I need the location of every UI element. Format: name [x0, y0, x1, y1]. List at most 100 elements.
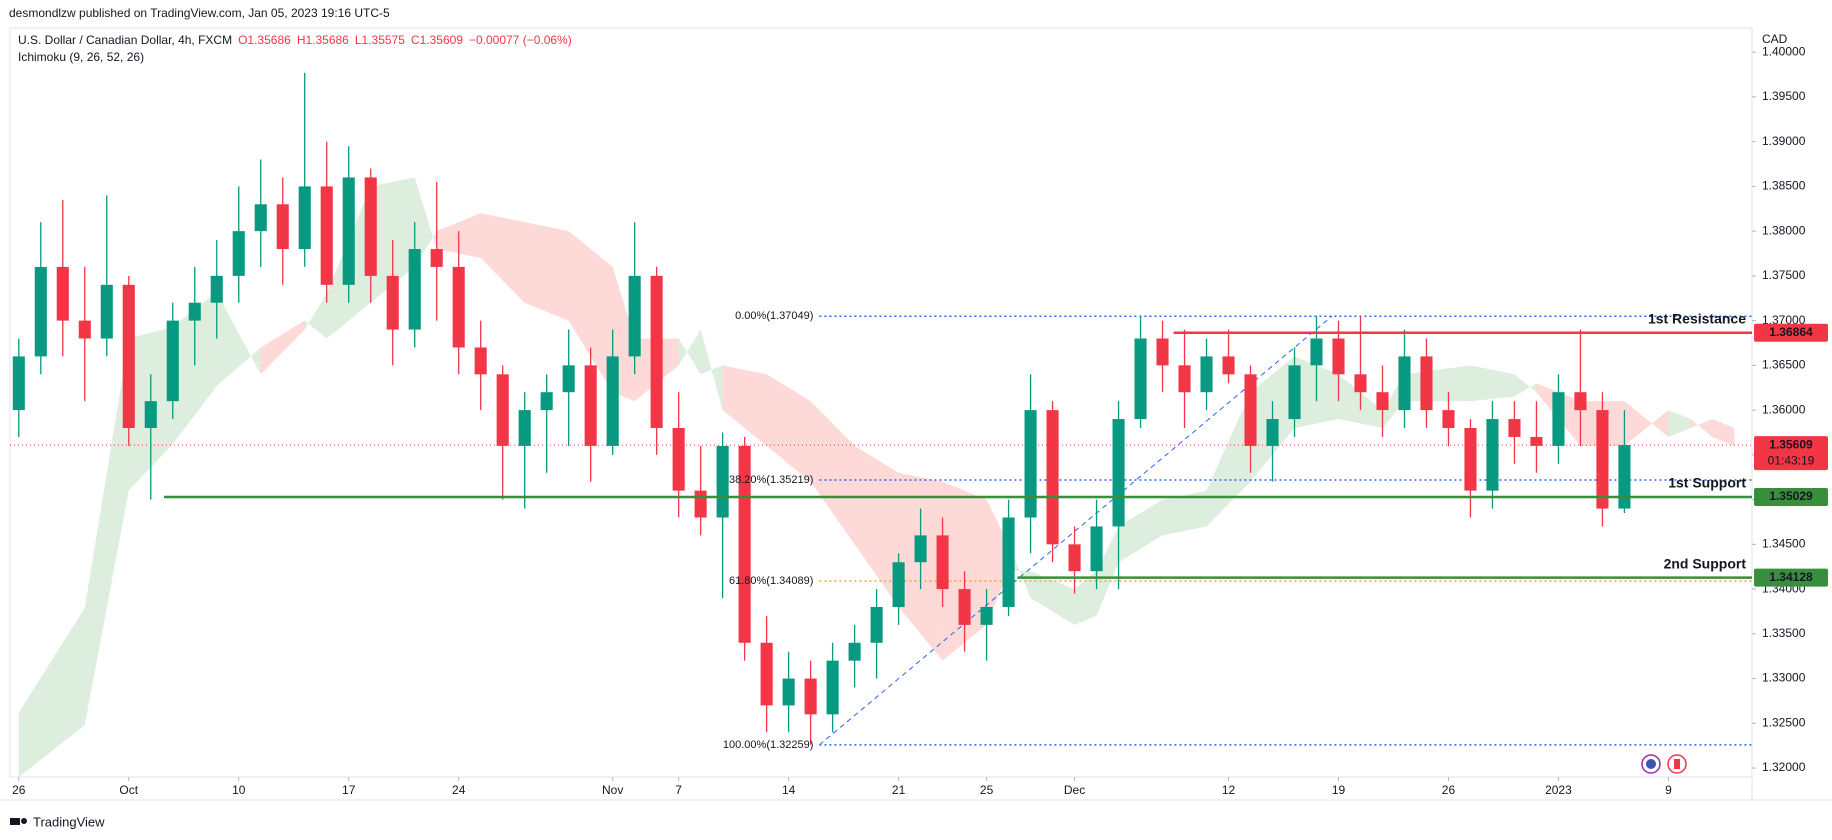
fib-label: 100.00%(1.32259) — [723, 739, 814, 751]
candle-body — [1618, 445, 1631, 509]
candle-body — [804, 678, 817, 715]
y-tick-label: 1.33000 — [1762, 671, 1806, 685]
ichimoku-cloud — [370, 177, 415, 303]
candle-body — [1266, 419, 1279, 446]
level-tag — [1754, 487, 1828, 506]
candle-body — [232, 231, 245, 276]
ohlc-value: −0.00077 (−0.06%) — [469, 33, 572, 47]
x-tick-label: 21 — [892, 783, 906, 797]
ichimoku-cloud — [986, 499, 1009, 625]
ichimoku-cloud — [1624, 401, 1669, 446]
x-tick-label: 9 — [1665, 783, 1672, 797]
candle-body — [1530, 436, 1543, 446]
candle-body — [914, 535, 927, 563]
x-tick-label: 2023 — [1545, 783, 1572, 797]
x-tick-label: 7 — [675, 783, 682, 797]
candle-body — [496, 374, 509, 446]
fib-label: 61.80%(1.34089) — [729, 575, 813, 587]
candle-body — [1354, 374, 1367, 393]
candle-body — [980, 606, 993, 625]
level-name: 1st Resistance — [1648, 310, 1746, 326]
ohlc-value: L1.35575 — [355, 33, 405, 47]
y-tick-label: 1.37000 — [1762, 313, 1806, 327]
x-tick-label: 14 — [782, 783, 796, 797]
candle-body — [100, 284, 113, 339]
candle-body — [1200, 356, 1213, 393]
ichimoku-cloud — [480, 213, 525, 303]
candle-body — [408, 249, 421, 330]
ichimoku-cloud — [1162, 490, 1207, 536]
candle-body — [1574, 392, 1587, 411]
candle-body — [1090, 526, 1103, 572]
candle-body — [188, 302, 201, 321]
candle-body — [1464, 428, 1477, 491]
y-tick-label: 1.34500 — [1762, 537, 1806, 551]
candle-body — [34, 266, 47, 357]
candle-body — [958, 589, 971, 625]
y-tick-label: 1.38000 — [1762, 223, 1806, 237]
candle-body — [672, 428, 685, 491]
y-tick-label: 1.39500 — [1762, 89, 1806, 103]
candle-body — [386, 275, 399, 330]
x-tick-label: 25 — [980, 783, 994, 797]
ichimoku-cloud — [172, 291, 217, 445]
ichimoku-cloud — [18, 607, 85, 777]
candle-body — [1332, 338, 1345, 375]
plot — [10, 72, 1752, 777]
ichimoku-cloud — [1470, 365, 1515, 402]
candle-body — [56, 266, 69, 321]
x-tick-label: 17 — [342, 783, 356, 797]
level-tag-label: 1.34128 — [1769, 570, 1813, 584]
candle-body — [540, 392, 553, 411]
candle-body — [122, 284, 135, 429]
y-tick-label: 1.37500 — [1762, 268, 1806, 282]
ichimoku-cloud — [260, 320, 305, 375]
candle-body — [452, 266, 465, 348]
level-name: 1st Support — [1668, 475, 1746, 491]
logo — [21, 818, 27, 824]
ichimoku-cloud — [678, 329, 701, 375]
candle-body — [320, 186, 333, 285]
ohlc-value: O1.35686 — [238, 33, 291, 47]
ichimoku-cloud — [1074, 571, 1097, 625]
level-name: 2nd Support — [1664, 555, 1747, 571]
candle-body — [1046, 410, 1059, 545]
x-tick-label: Dec — [1064, 783, 1085, 797]
ichimoku-cloud — [1712, 419, 1735, 446]
candle-body — [1376, 392, 1389, 411]
ichimoku-cloud — [700, 329, 723, 411]
x-tick-label: 19 — [1332, 783, 1346, 797]
candle-body — [628, 275, 641, 357]
candle-body — [694, 490, 707, 518]
ichimoku-cloud — [1690, 419, 1713, 437]
candle-body — [1442, 410, 1455, 429]
candle-body — [254, 204, 267, 232]
ichimoku-cloud — [1206, 392, 1251, 527]
candle-body — [1508, 419, 1521, 437]
candle-body — [12, 356, 25, 411]
ichimoku-cloud — [766, 374, 811, 482]
candle-body — [1156, 338, 1169, 366]
ichimoku-cloud — [854, 445, 899, 607]
ichimoku-cloud — [1514, 374, 1537, 397]
candle-body — [760, 642, 773, 706]
candle-body — [430, 249, 443, 267]
fib-label: 0.00%(1.37049) — [735, 310, 813, 322]
last-price-tag — [1754, 436, 1828, 471]
candle-body — [584, 365, 597, 446]
candle-body — [738, 445, 751, 643]
footer: TradingView — [10, 814, 105, 829]
candle-body — [782, 678, 795, 706]
candle-body — [210, 275, 223, 303]
flag-icon — [1646, 759, 1656, 769]
y-tick-label: 1.32500 — [1762, 715, 1806, 729]
y-tick-label: 1.40000 — [1762, 44, 1806, 58]
candle-body — [562, 365, 575, 393]
candle-body — [1068, 544, 1081, 572]
x-tick-label: Nov — [602, 783, 623, 797]
level-tag — [1754, 323, 1828, 342]
x-tick-label: 10 — [232, 783, 246, 797]
candle-body — [474, 347, 487, 375]
ichimoku-cloud — [84, 338, 129, 726]
candle-body — [1112, 419, 1125, 527]
